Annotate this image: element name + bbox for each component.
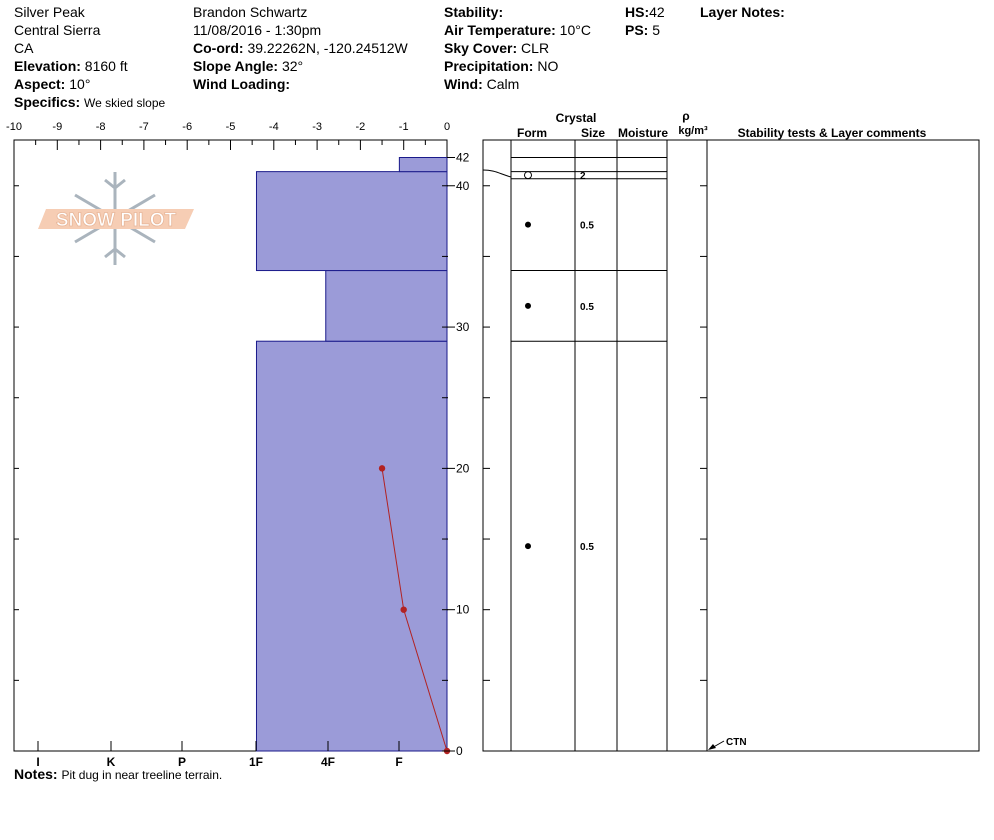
stability: Stability: [444, 3, 503, 21]
slope-value: 32° [281, 58, 304, 74]
temp-tick-label: -3 [312, 121, 322, 133]
temp-tick-label: -9 [52, 121, 62, 133]
depth-tick-label: 0 [456, 744, 463, 758]
ps: PS: 5 [625, 21, 660, 39]
header-rho: ρ [682, 109, 689, 123]
air-temp-value: 10°C [559, 22, 591, 38]
temp-tick-label: -6 [182, 121, 192, 133]
hardness-layer-bar [255, 171, 448, 272]
temp-tick-label: -1 [399, 121, 409, 133]
crystal-size-label: 0.5 [580, 221, 594, 232]
depth-tick-label: 40 [456, 179, 470, 193]
precip-value: NO [537, 58, 559, 74]
hardness-tick-label: 4F [321, 755, 335, 769]
aspect-label: Aspect: [14, 76, 66, 92]
sky-value: CLR [521, 40, 550, 56]
coord: Co-ord: 39.22262N, -120.24512W [193, 39, 408, 57]
observer: Brandon Schwartz [193, 4, 308, 20]
ps-value: 5 [652, 22, 661, 38]
logo-text: SNOW PILOT [56, 210, 177, 231]
snowpilot-logo: SNOW PILOT [38, 172, 194, 265]
depth-tick-label: 10 [456, 603, 470, 617]
depth-tick-label: 30 [456, 320, 470, 334]
crystal-size-label: 2 [580, 171, 586, 182]
hardness-tick-label: I [36, 755, 39, 769]
hardness-tick-label: K [107, 755, 116, 769]
crystal-size-label: 0.5 [580, 302, 594, 313]
header-crystal: Crystal [556, 111, 597, 125]
hardness-layer-bar [325, 270, 448, 342]
layer-table-frame [482, 139, 980, 752]
hardness-tick-label: 1F [249, 755, 263, 769]
ps-label: PS: [625, 22, 649, 38]
specifics-value: We skied slope [84, 96, 166, 110]
elevation: Elevation: 8160 ft [14, 57, 128, 75]
wind-loading-label: Wind Loading: [193, 76, 291, 92]
notes-label: Notes: [14, 766, 58, 782]
hs: HS:42 [625, 3, 665, 21]
header-stability-comments: Stability tests & Layer comments [738, 126, 927, 140]
wind-value: Calm [486, 76, 520, 92]
temp-tick-label: -7 [139, 121, 149, 133]
specifics: Specifics: We skied slope [14, 93, 165, 112]
temp-tick-label: -2 [356, 121, 366, 133]
notes-value: Pit dug in near treeline terrain. [61, 768, 223, 782]
air-temp-label: Air Temperature: [444, 22, 556, 38]
crystal-size-label: 0.5 [580, 542, 594, 553]
filled-dot-icon [525, 543, 531, 550]
aspect: Aspect: 10° [14, 75, 90, 93]
filled-dot-icon [525, 302, 531, 309]
precipitation: Precipitation: NO [444, 57, 558, 75]
hardness-layer-bar [255, 340, 448, 752]
temp-tick-label: -4 [269, 121, 279, 133]
aspect-value: 10° [69, 76, 91, 92]
datetime: 11/08/2016 - 1:30pm [193, 22, 322, 38]
range: Central Sierra [14, 22, 101, 38]
sky-cover: Sky Cover: CLR [444, 39, 549, 57]
specifics-label: Specifics: [14, 94, 81, 110]
temp-tick-label: 0 [444, 121, 450, 133]
hardness-tick-label: P [178, 755, 186, 769]
hardness-tick-label: F [395, 755, 402, 769]
hs-value: 42 [649, 4, 665, 20]
notes: Notes: Pit dug in near treeline terrain. [14, 765, 222, 784]
stability-label: Stability: [444, 4, 504, 20]
coord-value: 39.22262N, -120.24512W [247, 40, 408, 56]
wind-label: Wind: [444, 76, 483, 92]
header-size: Size [581, 126, 605, 140]
header-form: Form [517, 126, 547, 140]
location: Silver Peak [14, 4, 85, 20]
temp-tick-label: -10 [6, 121, 22, 133]
air-temperature: Air Temperature: 10°C [444, 21, 591, 39]
coord-label: Co-ord: [193, 40, 244, 56]
hs-label: HS: [625, 4, 650, 20]
sky-label: Sky Cover: [444, 40, 518, 56]
test-result-arrowhead [708, 744, 716, 750]
temperature-point [378, 465, 386, 472]
temp-tick-label: -8 [96, 121, 106, 133]
depth-tick-label: 42 [456, 151, 470, 165]
temperature-point [400, 606, 407, 613]
precip-label: Precipitation: [444, 58, 534, 74]
wind-loading: Wind Loading: [193, 75, 290, 93]
open-circle-icon [524, 171, 532, 180]
hardness-layer-bar [398, 157, 448, 173]
test-result-label: CTN [726, 737, 747, 748]
temp-tick-label: -5 [226, 121, 236, 133]
slope-angle: Slope Angle: 32° [193, 57, 303, 75]
wind: Wind: Calm [444, 75, 519, 93]
depth-tick-label: 20 [456, 461, 470, 475]
slope-label: Slope Angle: [193, 58, 279, 74]
layer-connector [482, 169, 512, 178]
filled-dot-icon [525, 221, 531, 228]
header-moisture: Moisture [618, 126, 668, 140]
state: CA [14, 40, 34, 56]
header-density: kg/m³ [678, 125, 708, 137]
elevation-label: Elevation: [14, 58, 81, 74]
elevation-value: 8160 ft [84, 58, 128, 74]
layer-notes-label: Layer Notes: [700, 4, 785, 20]
